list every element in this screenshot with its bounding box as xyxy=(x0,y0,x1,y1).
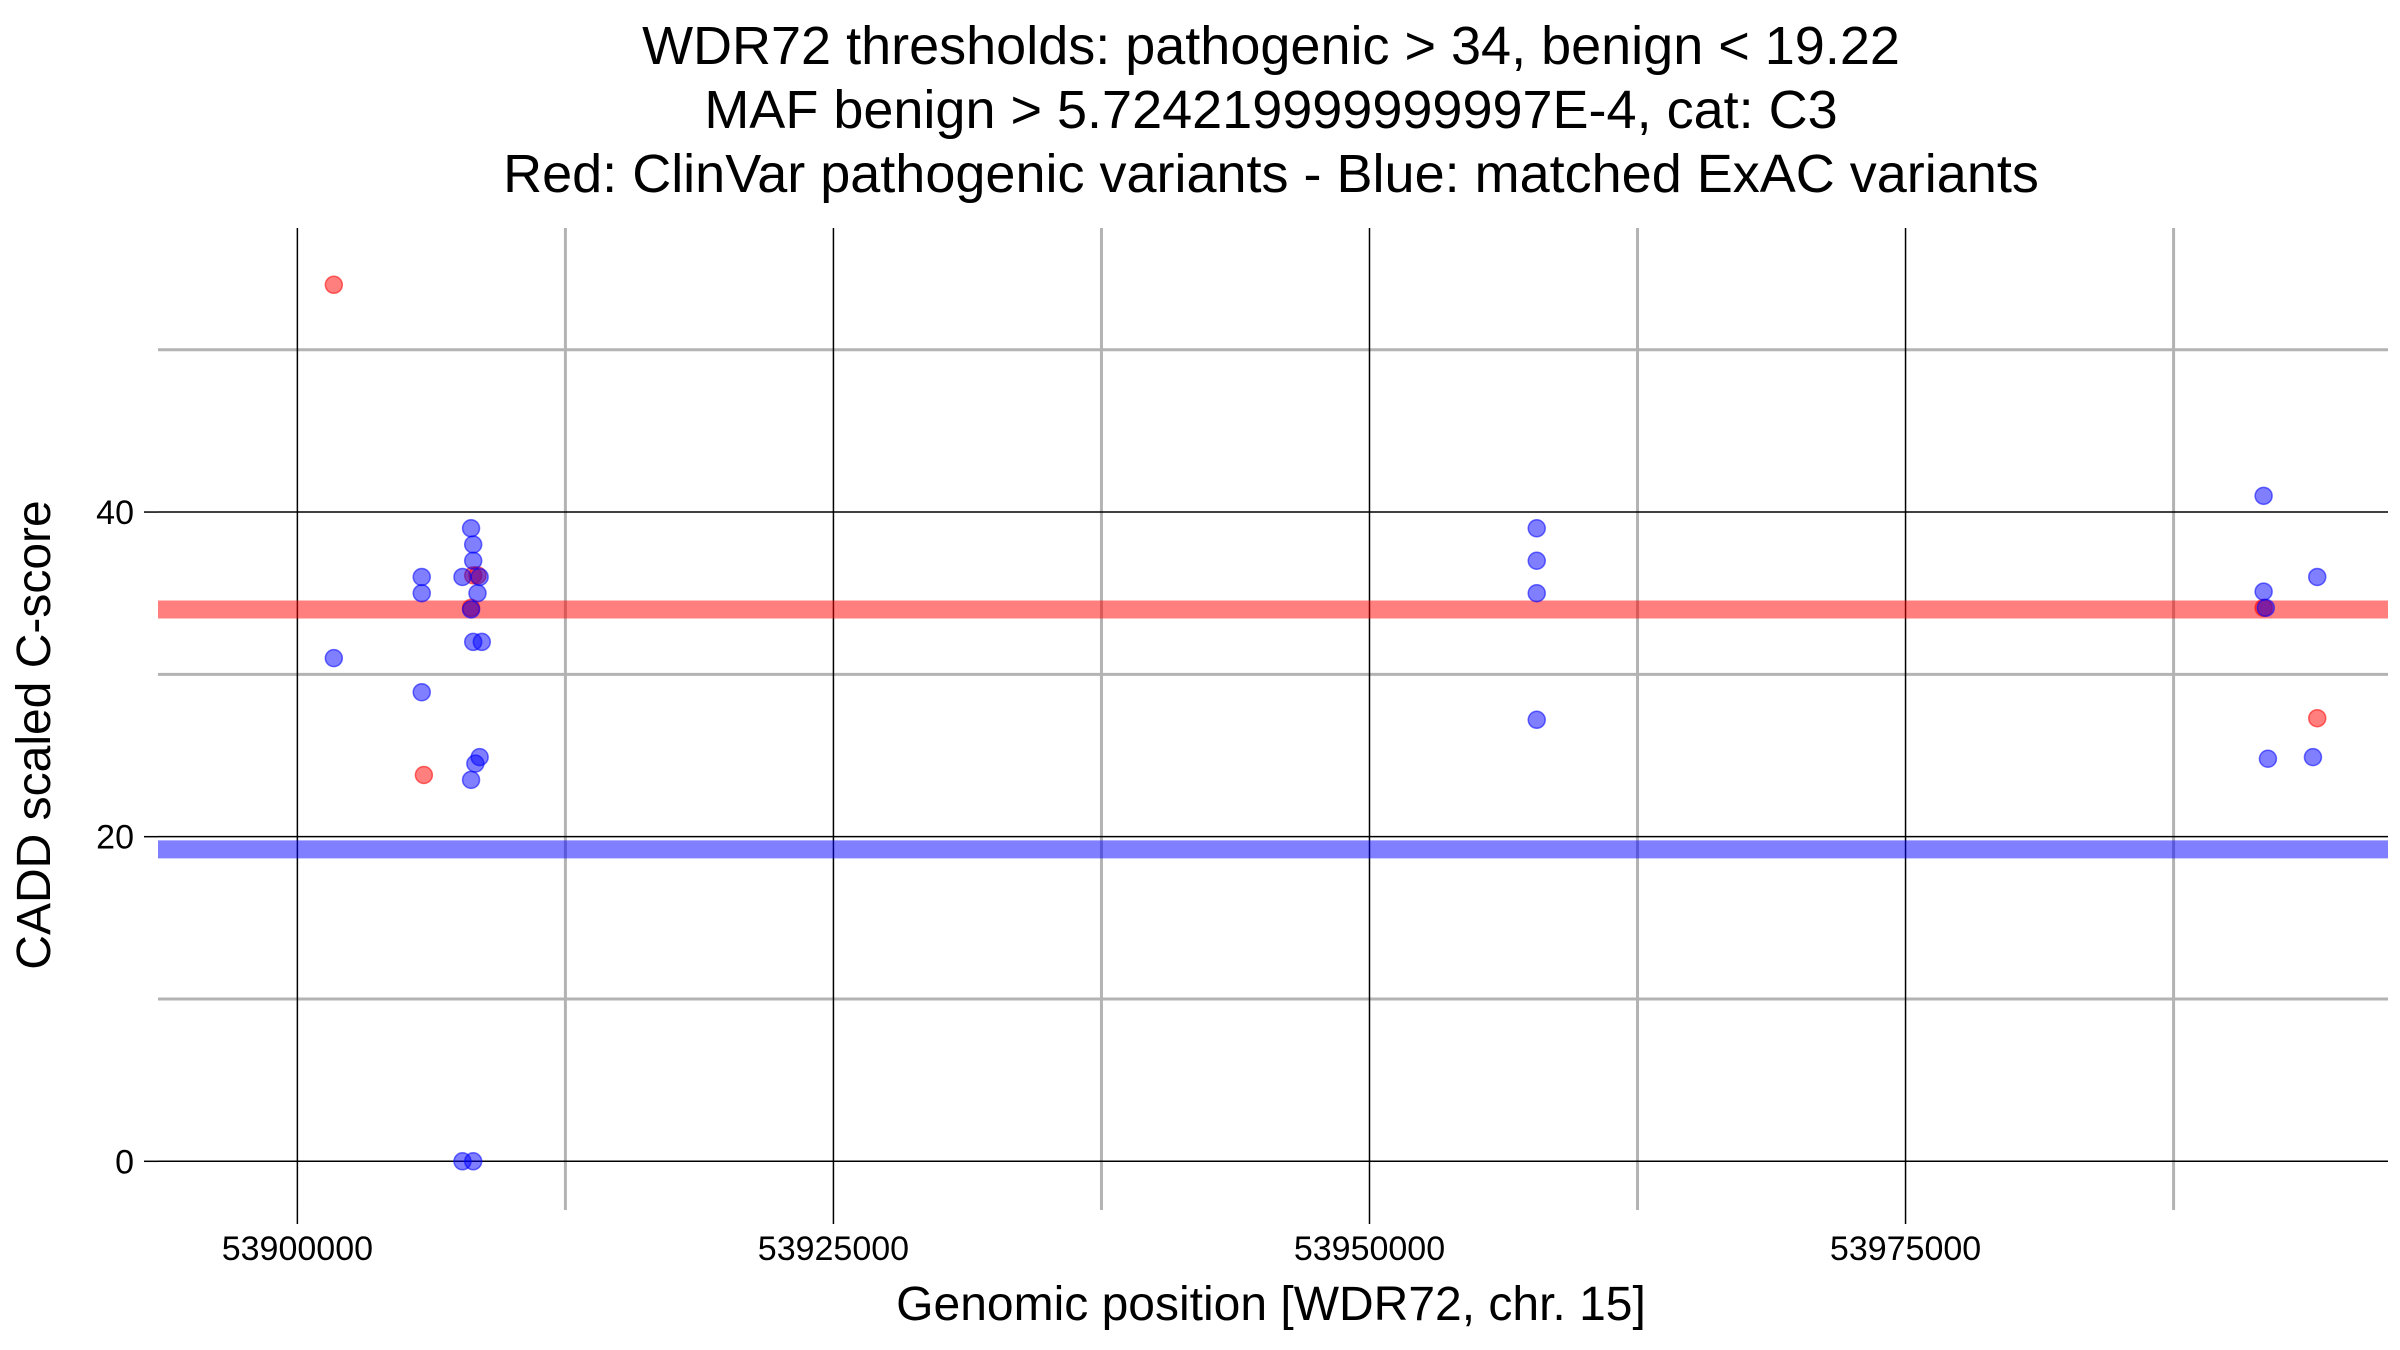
chart-title-line-1: WDR72 thresholds: pathogenic > 34, benig… xyxy=(642,16,1900,76)
data-point-s1-8 xyxy=(470,567,489,587)
y-tick-label-2: 40 xyxy=(96,494,134,532)
data-point-s0-1 xyxy=(414,765,434,785)
x-tick-label-1: 53925000 xyxy=(758,1230,909,1268)
data-point-s1-19 xyxy=(1527,551,1546,570)
data-point-s0-0 xyxy=(324,275,344,295)
data-point-s1-14 xyxy=(466,754,485,773)
data-point-s1-2 xyxy=(412,583,431,603)
x-tick-label-3: 53975000 xyxy=(1830,1230,1981,1268)
x-tick-label-2: 53950000 xyxy=(1294,1230,1445,1268)
data-point-s1-9 xyxy=(468,583,487,603)
threshold-layer xyxy=(158,600,2388,859)
y-tick-label-1: 20 xyxy=(96,819,134,857)
data-point-s1-10 xyxy=(461,600,481,619)
data-point-s1-20 xyxy=(1527,583,1546,603)
data-point-s1-6 xyxy=(463,535,483,554)
data-point-s1-15 xyxy=(461,770,481,790)
data-point-s1-12 xyxy=(472,632,492,652)
x-axis-label: Genomic position [WDR72, chr. 15] xyxy=(896,1278,1646,1331)
data-point-s1-25 xyxy=(2307,567,2327,587)
grid-layer xyxy=(158,228,2388,1210)
data-point-s1-26 xyxy=(2258,749,2278,769)
data-point-s1-4 xyxy=(453,567,472,587)
data-point-s1-18 xyxy=(1527,519,1546,538)
chart-title-line-3: Red: ClinVar pathogenic variants - Blue:… xyxy=(503,144,2039,204)
chart-title-line-2: MAF benign > 5.724219999999997E-4, cat: … xyxy=(704,80,1837,140)
chart-title: WDR72 thresholds: pathogenic > 34, benig… xyxy=(503,16,2039,204)
data-point-s1-27 xyxy=(2303,747,2323,767)
data-point-s1-17 xyxy=(463,1152,483,1171)
data-point-s1-21 xyxy=(1527,710,1546,730)
data-point-s0-6 xyxy=(2307,708,2327,728)
data-point-s1-22 xyxy=(2254,486,2273,506)
data-point-s1-5 xyxy=(461,519,481,538)
data-point-s1-1 xyxy=(412,567,431,587)
data-point-s1-0 xyxy=(324,648,344,668)
data-point-s1-24 xyxy=(2256,598,2276,618)
points-layer xyxy=(324,275,2327,1171)
data-point-s1-23 xyxy=(2254,582,2273,601)
axes-layer: 0 20 40 53900000 53925000 53950000 53975000 xyxy=(96,494,1981,1268)
y-axis-label: CADD scaled C-score xyxy=(8,500,61,969)
data-point-s1-3 xyxy=(412,682,431,702)
data-point-s1-7 xyxy=(463,551,483,570)
x-tick-label-0: 53900000 xyxy=(222,1230,373,1268)
y-tick-label-0: 0 xyxy=(115,1143,134,1181)
